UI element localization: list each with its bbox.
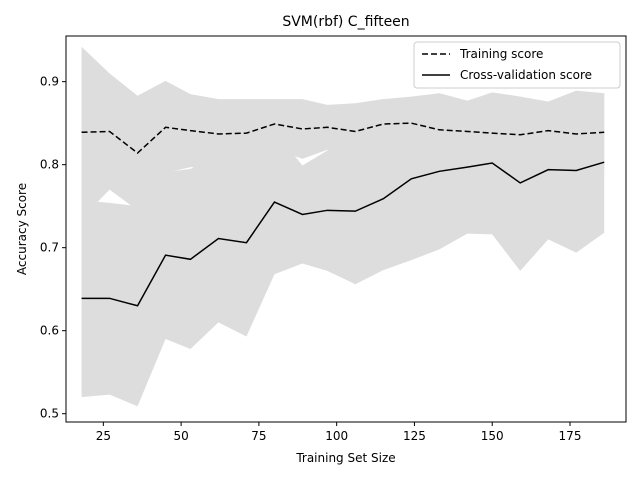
legend-label-cross-validation: Cross-validation score: [460, 68, 592, 82]
band-training: [81, 46, 605, 219]
series-line-training: [81, 122, 605, 155]
confidence-bands: [81, 46, 605, 407]
x-axis: 25 50 75 100 125 150 175: [96, 422, 582, 443]
x-tick-label: 25: [96, 429, 111, 443]
x-axis-label: Training Set Size: [295, 451, 395, 465]
chart-title: SVM(rbf) C_fifteen: [282, 14, 409, 30]
x-tick-label: 100: [325, 429, 348, 443]
y-tick-label: 0.7: [40, 241, 59, 255]
legend: Training score Cross-validation score: [413, 41, 621, 89]
legend-label-training: Training score: [459, 47, 543, 61]
y-axis-label: Accuracy Score: [15, 183, 29, 275]
x-tick-label: 125: [403, 429, 426, 443]
y-tick-label: 0.6: [40, 324, 59, 338]
plot-frame: [65, 35, 627, 423]
y-tick-label: 0.5: [40, 407, 59, 421]
series-line-cross-validation: [81, 161, 605, 307]
y-tick-label: 0.8: [40, 158, 59, 172]
x-tick-label: 175: [559, 429, 582, 443]
x-tick-label: 50: [173, 429, 188, 443]
legend-box: [413, 41, 621, 89]
y-axis: 0.5 0.6 0.7 0.8 0.9: [40, 75, 66, 421]
band-cross-validation: [81, 90, 605, 407]
y-tick-label: 0.9: [40, 75, 59, 89]
series-lines: [81, 122, 605, 307]
x-tick-label: 150: [481, 429, 504, 443]
x-tick-label: 75: [251, 429, 266, 443]
